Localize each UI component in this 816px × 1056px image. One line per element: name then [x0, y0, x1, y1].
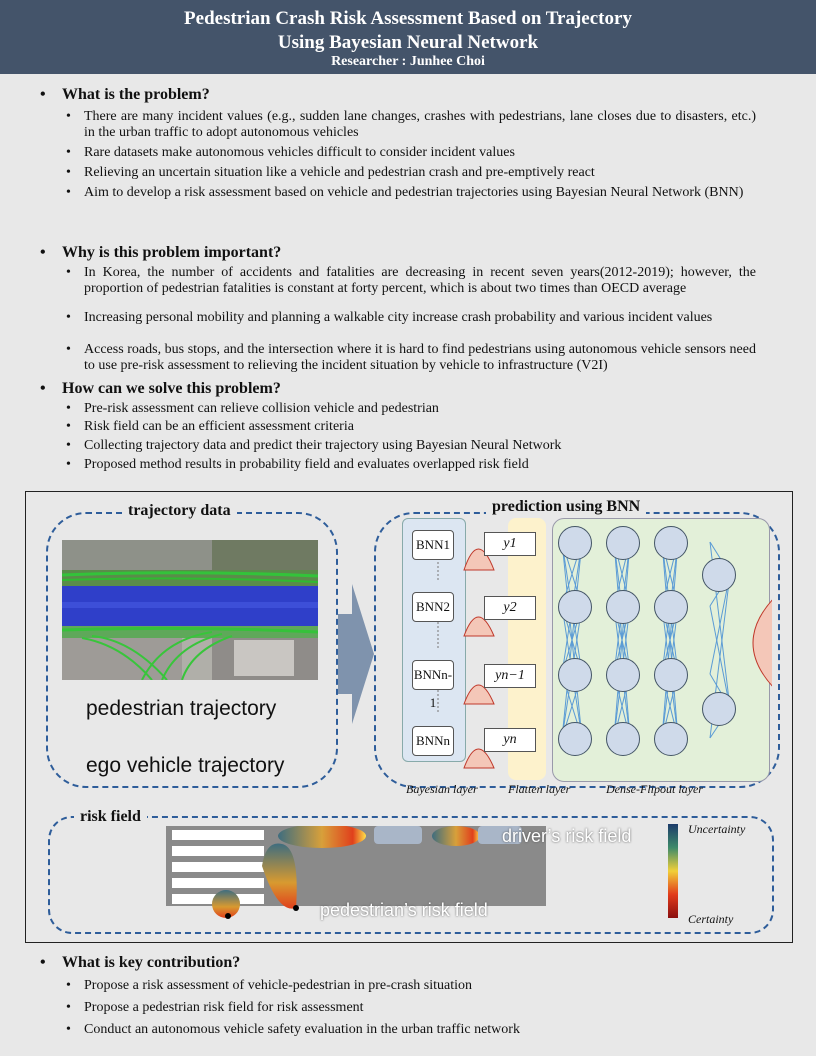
dense-node: [606, 722, 640, 756]
dense-node: [606, 526, 640, 560]
problem-bullet-3: Relieving an uncertain situation like a …: [66, 165, 756, 181]
dense-node: [654, 658, 688, 692]
problem-bullet-1: There are many incident values (e.g., su…: [66, 109, 756, 141]
section-contribution-title: What is key contribution?: [40, 954, 240, 972]
risk-field-scene: [166, 826, 546, 919]
dense-flipout-layer-label: Dense-Flipout layer: [606, 782, 703, 796]
output-y2: y2: [484, 596, 536, 620]
dense-node: [606, 658, 640, 692]
contribution-bullet-1: Propose a risk assessment of vehicle-ped…: [66, 978, 756, 994]
trajectory-panel-title: trajectory data: [122, 502, 237, 520]
bnn-node-n-1: BNNn-1: [412, 660, 454, 710]
importance-bullet-2: Increasing personal mobility and plannin…: [66, 310, 756, 326]
problem-bullet-4: Aim to develop a risk assessment based o…: [66, 185, 756, 201]
dense-node: [558, 658, 592, 692]
output-y1: y1: [484, 532, 536, 556]
method-figure: trajectory data pedestrian trajectory eg…: [25, 491, 793, 943]
dense-node: [558, 590, 592, 624]
dense-node: [558, 722, 592, 756]
researcher-line: Researcher : Junhee Choi: [331, 54, 485, 69]
uncertainty-color-scale: [668, 824, 678, 918]
dense-node: [558, 526, 592, 560]
contribution-bullet-3: Conduct an autonomous vehicle safety eva…: [66, 1022, 756, 1038]
bnn-node-1: BNN1: [412, 530, 454, 560]
output-yn: yn: [484, 728, 536, 752]
ego-vehicle-trajectory-label: ego vehicle trajectory: [86, 754, 285, 777]
scale-top-label: Uncertainty: [688, 822, 746, 836]
scale-bottom-label: Certainty: [688, 912, 734, 926]
pedestrian-risk-field-label: pedestrian’s risk field: [320, 900, 488, 920]
dense-node: [654, 590, 688, 624]
section-solution-title: How can we solve this problem?: [40, 380, 281, 398]
aerial-image-drawing: [62, 540, 318, 680]
bayesian-layer-label: Bayesian layer: [406, 782, 478, 796]
bnn-panel-title: prediction using BNN: [486, 498, 647, 516]
problem-bullet-2: Rare datasets make autonomous vehicles d…: [66, 145, 756, 161]
output-yn-1: yn−1: [484, 664, 536, 688]
solution-bullet-2: Risk field can be an efficient assessmen…: [66, 419, 756, 435]
section-importance-title: Why is this problem important?: [40, 244, 281, 262]
aerial-trajectory-image: [62, 540, 318, 680]
bnn-node-n: BNNn: [412, 726, 454, 756]
driver-risk-field-label: driver’s risk field: [502, 826, 632, 846]
risk-field-title: risk field: [74, 808, 147, 826]
solution-bullet-4: Proposed method results in probability f…: [66, 457, 756, 473]
title-line-2: Using Bayesian Neural Network: [277, 32, 539, 53]
importance-bullet-3: Access roads, bus stops, and the interse…: [66, 342, 756, 374]
risk-field-panel: [48, 816, 774, 934]
solution-bullet-1: Pre-risk assessment can relieve collisio…: [66, 401, 756, 417]
dense-node: [654, 526, 688, 560]
bnn-node-2: BNN2: [412, 592, 454, 622]
importance-bullet-1: In Korea, the number of accidents and fa…: [66, 265, 756, 297]
title-line-1: Pedestrian Crash Risk Assessment Based o…: [184, 8, 632, 29]
output-node: [702, 692, 736, 726]
solution-bullet-3: Collecting trajectory data and predict t…: [66, 438, 756, 454]
contribution-bullet-2: Propose a pedestrian risk field for risk…: [66, 1000, 756, 1016]
poster-header: Pedestrian Crash Risk Assessment Based o…: [0, 0, 816, 74]
flow-arrow-icon: [338, 584, 374, 724]
flatten-layer-label: Flatten layer: [508, 782, 571, 796]
output-node: [702, 558, 736, 592]
dense-node: [606, 590, 640, 624]
dense-node: [654, 722, 688, 756]
pedestrian-trajectory-label: pedestrian trajectory: [86, 697, 277, 720]
section-problem-title: What is the problem?: [40, 86, 210, 104]
